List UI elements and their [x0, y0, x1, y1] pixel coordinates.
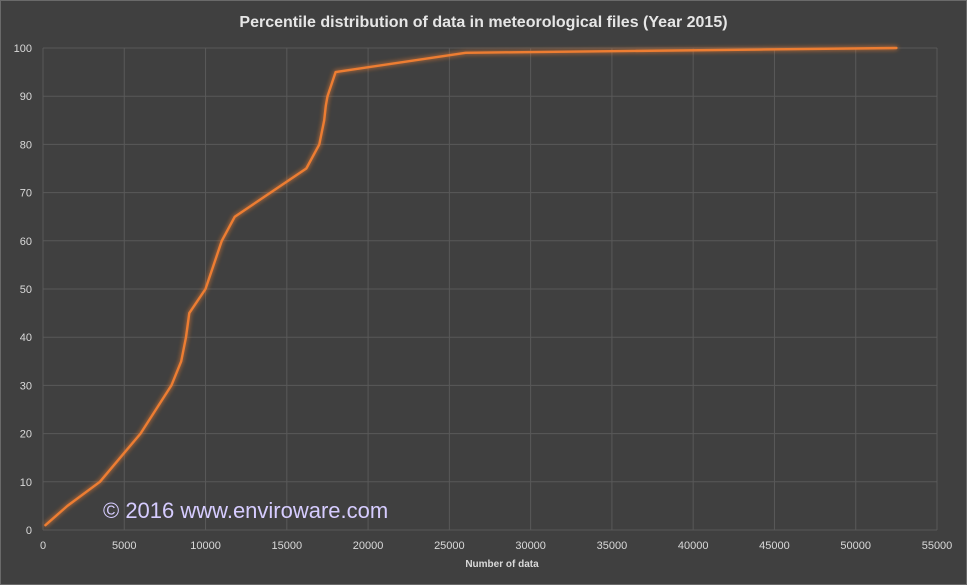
y-tick-label: 80 — [20, 139, 32, 151]
y-tick-label: 20 — [20, 429, 32, 441]
y-axis-tick-labels: 0 10 20 30 40 50 60 70 80 90 100 — [14, 43, 32, 537]
x-tick-label: 35000 — [597, 540, 628, 552]
x-axis-tick-labels: 0 5000 10000 15000 20000 25000 30000 35000 40000… — [40, 540, 952, 552]
y-tick-label: 50 — [20, 284, 32, 296]
y-tick-label: 70 — [20, 188, 32, 200]
y-tick-label: 0 — [26, 525, 32, 537]
y-tick-label: 10 — [20, 477, 32, 489]
x-tick-label: 0 — [40, 540, 46, 552]
x-tick-label: 50000 — [840, 540, 871, 552]
series-lines — [44, 46, 898, 527]
y-tick-label: 90 — [20, 91, 32, 103]
x-tick-label: 55000 — [922, 540, 953, 552]
x-tick-label: 30000 — [515, 540, 546, 552]
y-tick-label: 60 — [20, 236, 32, 248]
x-tick-label: 15000 — [272, 540, 303, 552]
x-axis-title: Number of data — [465, 559, 539, 570]
y-tick-label: 40 — [20, 332, 32, 344]
x-tick-label: 25000 — [434, 540, 465, 552]
x-tick-label: 5000 — [112, 540, 136, 552]
series-line — [44, 46, 898, 527]
watermark-text: © 2016 www.enviroware.com — [103, 498, 389, 523]
x-tick-label: 40000 — [678, 540, 709, 552]
y-tick-label: 30 — [20, 380, 32, 392]
x-tick-label: 45000 — [759, 540, 790, 552]
chart-title: Percentile distribution of data in meteo… — [239, 14, 728, 31]
gridlines — [42, 47, 938, 531]
x-tick-label: 20000 — [353, 540, 384, 552]
y-tick-label: 100 — [14, 43, 32, 55]
x-tick-label: 10000 — [190, 540, 221, 552]
